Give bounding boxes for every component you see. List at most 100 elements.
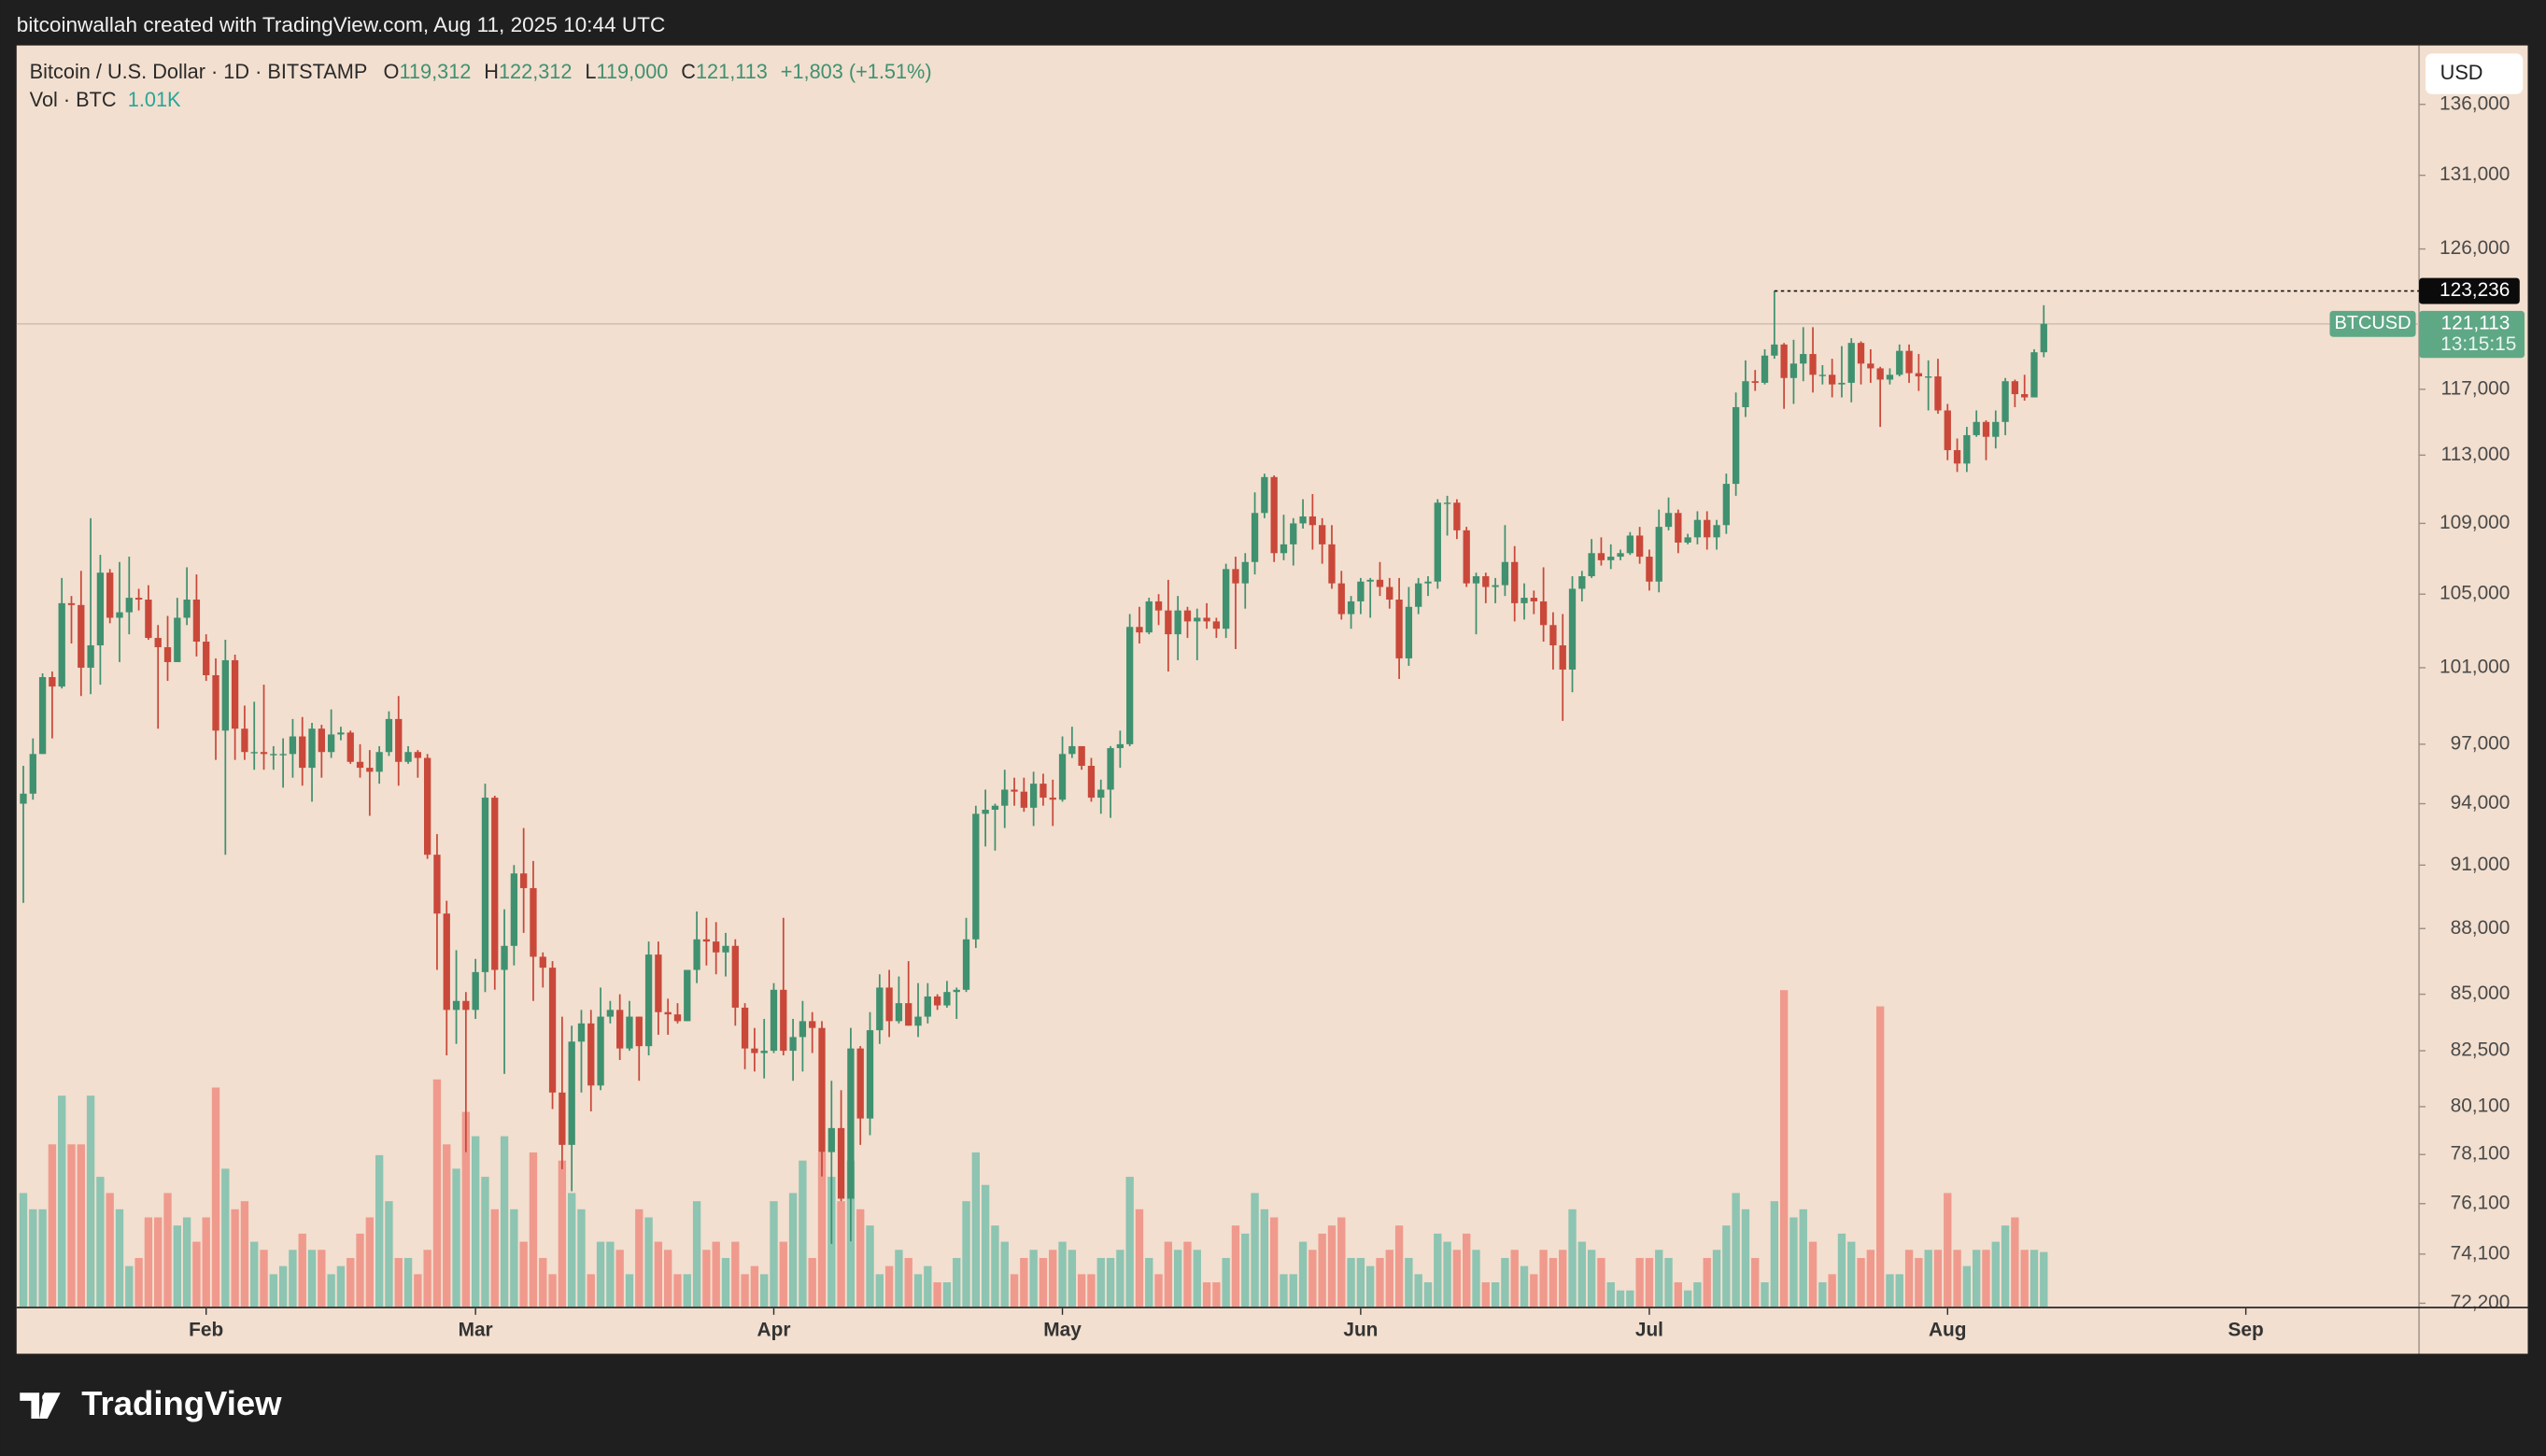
volume-bar	[1337, 1217, 1346, 1308]
volume-bar	[673, 1274, 682, 1308]
volume-bar	[933, 1282, 941, 1308]
volume-bar	[1866, 1250, 1875, 1308]
volume-bar	[702, 1250, 711, 1308]
candle-body	[1223, 569, 1230, 629]
volume-bar	[962, 1201, 970, 1308]
volume-bar	[1173, 1250, 1182, 1308]
candle-body	[1732, 406, 1740, 485]
volume-bar	[1481, 1282, 1490, 1308]
candle-body	[1655, 527, 1662, 582]
volume-bar	[615, 1250, 624, 1308]
logo-dot	[42, 1392, 51, 1403]
candle-body	[914, 1016, 922, 1026]
volume-bar	[644, 1217, 653, 1308]
candle-body	[1270, 476, 1278, 554]
candle-body	[1559, 644, 1566, 670]
candle-body	[616, 1010, 624, 1049]
candle-body	[1838, 382, 1846, 385]
volume-bar	[1953, 1250, 1961, 1308]
volume-bar	[1683, 1290, 1692, 1308]
legend-symbol: Bitcoin / U.S. Dollar · 1D · BITSTAMP	[30, 60, 368, 83]
y-tick-label: 101,000	[2440, 656, 2510, 677]
y-tick-label: 85,000	[2451, 982, 2511, 1004]
volume-bar	[692, 1201, 701, 1308]
volume-bar	[1962, 1265, 1972, 1308]
candle-body	[1809, 354, 1817, 375]
candle-body	[67, 602, 76, 605]
candle-body	[491, 798, 499, 970]
volume-bar	[1405, 1257, 1413, 1308]
candle-body	[125, 598, 133, 613]
candle-body	[221, 659, 229, 731]
candle-body	[2040, 323, 2047, 353]
volume-bar	[539, 1257, 547, 1308]
candle-body	[1040, 784, 1047, 799]
volume-bar	[606, 1241, 615, 1308]
volume-bar	[1145, 1257, 1153, 1308]
candle-body	[38, 677, 47, 755]
candle-body	[1472, 575, 1480, 584]
chart-area	[16, 45, 2528, 1354]
candle-body	[2030, 352, 2038, 398]
candle-body	[587, 1023, 595, 1086]
candle-body	[1539, 601, 1548, 626]
volume-bar	[1530, 1274, 1538, 1308]
volume-bar	[1549, 1257, 1558, 1308]
candle-body	[501, 945, 508, 970]
candle-body	[1742, 381, 1749, 407]
volume-bar	[1020, 1257, 1028, 1308]
candle-body	[1261, 476, 1268, 514]
volume-bar	[1463, 1233, 1471, 1308]
candle-body	[183, 600, 191, 618]
volume-bar	[461, 1111, 471, 1308]
volume-bar	[2040, 1251, 2048, 1308]
volume-bar	[924, 1265, 932, 1308]
candle-body	[58, 602, 65, 687]
candle-body	[1761, 355, 1769, 383]
volume-bar	[163, 1193, 172, 1308]
volume-bar	[567, 1193, 576, 1308]
candle-body	[1847, 343, 1855, 383]
candle-body	[827, 1127, 835, 1152]
volume-bar	[1597, 1257, 1605, 1308]
candle-body	[837, 1127, 845, 1199]
volume-bar	[443, 1144, 451, 1308]
candle-body	[174, 617, 181, 662]
candle-body	[1424, 581, 1432, 584]
volume-bar	[38, 1209, 47, 1308]
volume-bar	[1751, 1257, 1760, 1308]
y-tick-label: 97,000	[2451, 732, 2511, 754]
volume-bar	[1645, 1257, 1654, 1308]
currency[interactable]: USD	[2440, 61, 2483, 84]
legend-value: 121,113	[696, 60, 768, 83]
candle-body	[145, 600, 152, 639]
candle-body	[655, 954, 662, 1012]
legend-value: 119,000	[596, 60, 668, 83]
volume-bar	[278, 1265, 288, 1308]
candle-body	[818, 1027, 826, 1152]
volume-bar	[721, 1257, 730, 1308]
volume-bar	[19, 1193, 28, 1308]
candle-body	[809, 1021, 816, 1028]
candle-body	[29, 754, 36, 794]
currency-button[interactable]	[2425, 53, 2524, 94]
volume-bar	[423, 1250, 431, 1308]
candle-body	[751, 1048, 758, 1053]
legend-key: C	[681, 60, 696, 83]
candle-body	[1693, 519, 1702, 538]
candle-body	[356, 761, 364, 769]
candle-body	[462, 1000, 470, 1011]
countdown: 13:15:15	[2440, 333, 2516, 355]
candle-body	[1578, 575, 1586, 589]
candle-body	[1771, 344, 1778, 356]
candle-body	[876, 987, 884, 1031]
x-tick-label: Jul	[1635, 1320, 1663, 1341]
volume-bar	[1933, 1250, 1943, 1308]
candle-body	[1434, 502, 1441, 582]
candle-body	[1568, 588, 1577, 670]
candle-body	[1722, 484, 1730, 526]
candle-body	[1607, 557, 1615, 560]
candle-body	[260, 752, 268, 755]
candle-body	[1328, 544, 1336, 584]
volume-bar	[904, 1257, 912, 1308]
